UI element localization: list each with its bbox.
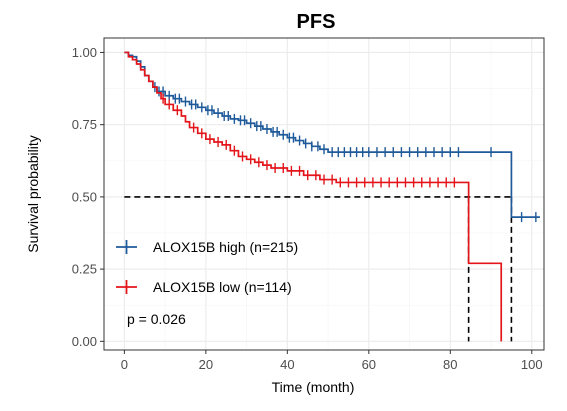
x-tick-label: 80 <box>443 357 457 372</box>
x-axis: 0 20 40 60 80 100 <box>121 350 543 372</box>
y-tick-label: 0.50 <box>72 189 97 204</box>
survival-line <box>124 51 540 218</box>
legend: ALOX15B high (n=215) ALOX15B low (n=114) <box>116 239 298 295</box>
legend-label-high: ALOX15B high (n=215) <box>153 239 298 255</box>
y-tick-label: 0.25 <box>72 262 97 277</box>
y-axis-title: Survival probability <box>25 135 41 253</box>
grid <box>104 38 544 350</box>
x-tick-label: 100 <box>521 357 543 372</box>
p-value: p = 0.026 <box>127 311 186 327</box>
y-tick-label: 0.00 <box>72 334 97 349</box>
x-tick-label: 0 <box>121 357 128 372</box>
legend-key-high <box>116 240 137 254</box>
y-axis: 0.00 0.25 0.50 0.75 1.00 <box>72 45 104 349</box>
y-tick-label: 0.75 <box>72 117 97 132</box>
series-low <box>124 51 503 342</box>
legend-key-low <box>116 280 137 294</box>
x-axis-title: Time (month) <box>272 379 355 395</box>
survival-line <box>124 51 503 342</box>
y-tick-label: 1.00 <box>72 45 97 60</box>
x-tick-label: 60 <box>362 357 376 372</box>
survival-curves <box>124 51 540 342</box>
x-tick-label: 20 <box>199 357 213 372</box>
chart-title: PFS <box>297 11 336 33</box>
plot-border <box>103 37 545 351</box>
legend-label-low: ALOX15B low (n=114) <box>153 279 292 295</box>
x-tick-label: 40 <box>280 357 294 372</box>
